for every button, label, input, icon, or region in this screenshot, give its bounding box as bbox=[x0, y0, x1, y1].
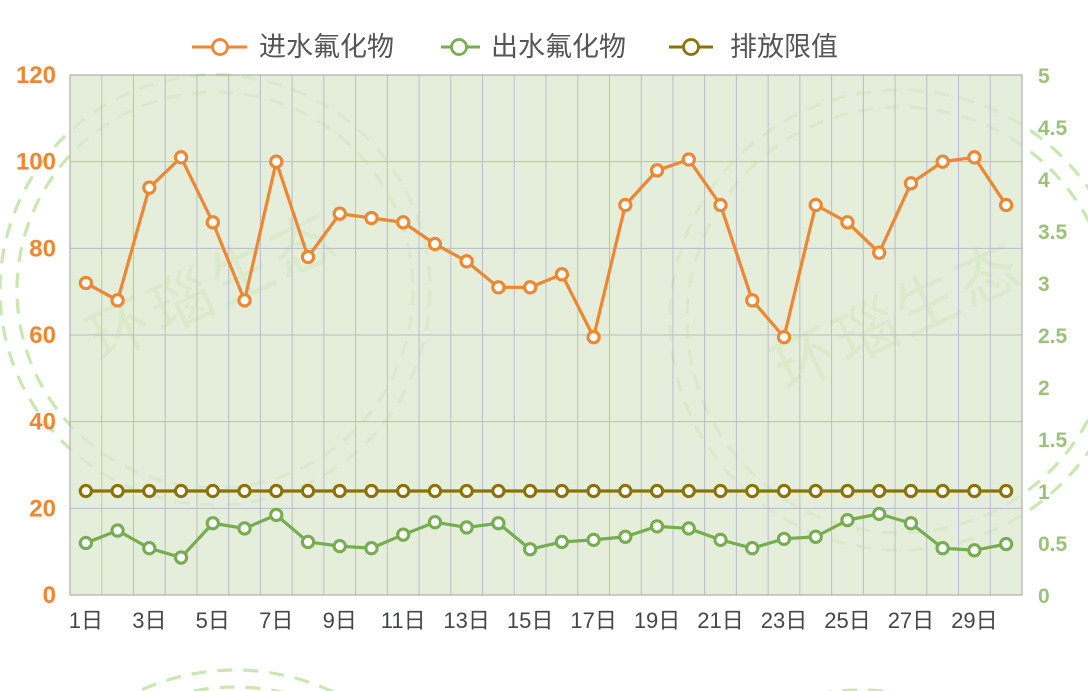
svg-text:3.5: 3.5 bbox=[1038, 221, 1068, 244]
svg-text:25日: 25日 bbox=[824, 608, 870, 633]
svg-text:40: 40 bbox=[29, 409, 56, 436]
svg-text:29日: 29日 bbox=[951, 608, 997, 633]
svg-text:5日: 5日 bbox=[196, 608, 230, 633]
svg-text:20: 20 bbox=[29, 495, 56, 522]
svg-text:0: 0 bbox=[1038, 585, 1050, 608]
svg-text:1.5: 1.5 bbox=[1038, 429, 1068, 452]
svg-text:13日: 13日 bbox=[443, 608, 489, 633]
svg-text:3日: 3日 bbox=[132, 608, 166, 633]
svg-text:3: 3 bbox=[1038, 273, 1050, 296]
svg-text:2: 2 bbox=[1038, 377, 1050, 400]
svg-text:4.5: 4.5 bbox=[1038, 117, 1068, 140]
svg-text:出水氟化物: 出水氟化物 bbox=[491, 32, 626, 62]
svg-text:21日: 21日 bbox=[697, 608, 743, 633]
svg-text:进水氟化物: 进水氟化物 bbox=[259, 32, 394, 62]
svg-text:4: 4 bbox=[1038, 169, 1050, 192]
svg-text:1: 1 bbox=[1038, 481, 1050, 504]
svg-text:15日: 15日 bbox=[507, 608, 553, 633]
svg-text:排放限值: 排放限值 bbox=[730, 32, 838, 62]
svg-text:11日: 11日 bbox=[381, 608, 426, 633]
svg-text:60: 60 bbox=[29, 322, 56, 349]
svg-text:0.5: 0.5 bbox=[1038, 533, 1068, 556]
svg-text:23日: 23日 bbox=[761, 608, 807, 633]
svg-text:5: 5 bbox=[1038, 65, 1050, 88]
svg-text:27日: 27日 bbox=[888, 608, 934, 633]
svg-text:0: 0 bbox=[43, 582, 56, 609]
svg-text:9日: 9日 bbox=[323, 608, 357, 633]
svg-text:120: 120 bbox=[16, 62, 56, 89]
svg-text:19日: 19日 bbox=[634, 608, 680, 633]
svg-text:7日: 7日 bbox=[259, 608, 293, 633]
svg-text:100: 100 bbox=[16, 149, 56, 176]
svg-text:2.5: 2.5 bbox=[1038, 325, 1068, 348]
svg-text:80: 80 bbox=[29, 235, 56, 262]
svg-text:1日: 1日 bbox=[69, 608, 103, 633]
svg-text:17日: 17日 bbox=[570, 608, 616, 633]
